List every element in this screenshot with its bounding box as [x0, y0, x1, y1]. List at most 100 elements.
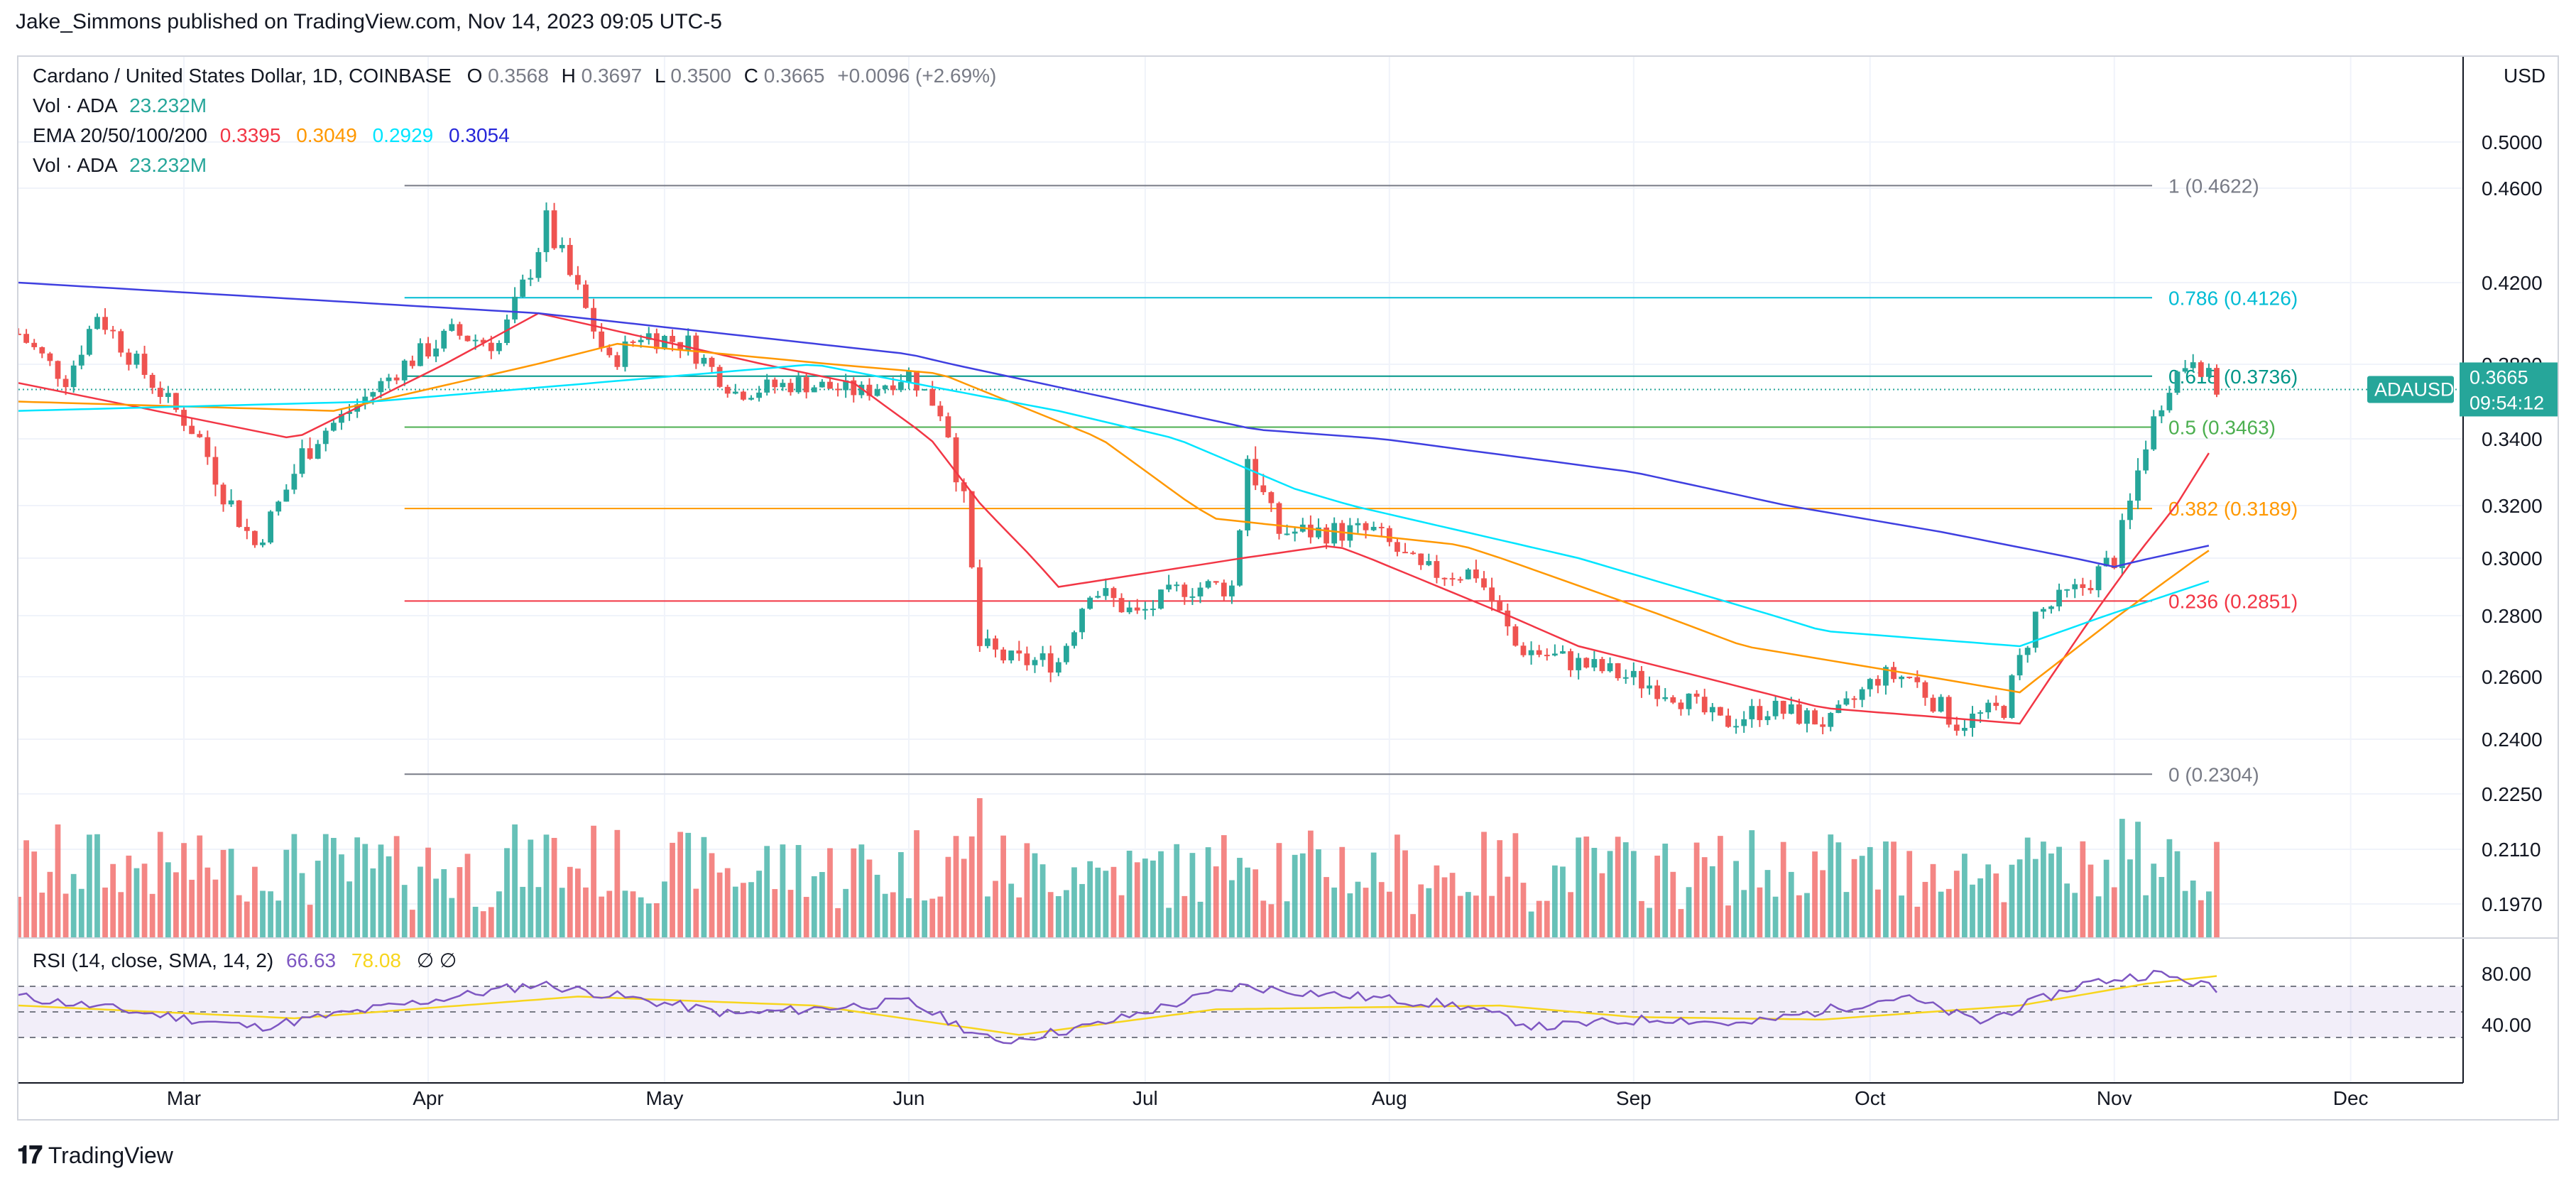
price-chart[interactable]: 1 (0.4622) 0.786 (0.4126) 0.618 (0.3736) 0.…	[18, 57, 2558, 1119]
volume-bar	[283, 849, 290, 937]
candle	[2087, 579, 2094, 594]
candle-body	[197, 434, 203, 437]
candle	[1709, 703, 1715, 721]
time-tick-label: Aug	[1372, 1087, 1407, 1109]
volume-bar	[929, 898, 936, 937]
volume-bar	[662, 881, 667, 937]
symbol-title: Cardano / United States Dollar, 1D, COIN…	[33, 65, 452, 87]
candle	[1812, 708, 1818, 725]
candle-body	[851, 380, 857, 396]
candle-body	[2032, 611, 2039, 648]
volume-bar	[197, 835, 203, 937]
candle	[732, 383, 738, 395]
candle-body	[622, 341, 628, 367]
volume-bar	[1158, 851, 1164, 937]
candle	[1678, 699, 1684, 716]
candle	[1796, 699, 1802, 725]
candle-body	[803, 377, 809, 393]
volume-bar	[228, 849, 234, 937]
candle	[70, 360, 77, 393]
volume-bar	[1867, 846, 1873, 937]
volume-bar	[685, 832, 692, 937]
volume-bar	[1874, 889, 1881, 937]
candle	[2072, 579, 2078, 599]
volume-bar	[1922, 881, 1928, 937]
volume-bar	[630, 891, 636, 937]
candle	[811, 385, 817, 393]
candle	[2016, 648, 2023, 680]
candle	[1410, 550, 1417, 555]
candle	[110, 326, 116, 339]
candle-body	[409, 360, 415, 366]
candle-body	[1560, 651, 1566, 654]
volume-bar	[614, 829, 621, 937]
candle	[2032, 611, 2039, 653]
candle-body	[1331, 523, 1338, 544]
volume-bar	[1008, 883, 1015, 937]
candle-body	[149, 374, 155, 388]
candle	[441, 329, 447, 352]
candle	[535, 247, 542, 282]
candle-body	[709, 357, 715, 367]
candle	[1386, 525, 1392, 547]
candle	[433, 339, 440, 362]
candle-body	[181, 410, 187, 426]
candle-body	[1970, 713, 1975, 729]
volume-bar	[512, 824, 518, 937]
volume-bar	[1402, 850, 1408, 937]
candle	[701, 354, 707, 366]
tradingview-logo[interactable]: 𝟏𝟕 TradingView	[17, 1142, 173, 1170]
candle-body	[1292, 531, 1298, 534]
volume-bar	[787, 890, 794, 937]
volume-bar	[1292, 854, 1298, 937]
candle-body	[1441, 577, 1448, 579]
candle-body	[1993, 702, 1999, 707]
candle	[2056, 583, 2062, 611]
volume-bar	[55, 824, 61, 937]
volume-bar	[1110, 866, 1117, 937]
candle-body	[1591, 659, 1598, 668]
candle-body	[1938, 697, 1944, 712]
volume-bar	[1914, 906, 1921, 937]
candle-body	[330, 423, 337, 431]
candle-body	[1316, 527, 1321, 538]
volume-bar	[1820, 870, 1826, 937]
candle-body	[1576, 658, 1582, 670]
candle	[2064, 589, 2070, 598]
candle-body	[1709, 707, 1715, 713]
candle-body	[1063, 645, 1069, 663]
volume-bar	[772, 889, 778, 937]
volume-bar	[1426, 888, 1432, 937]
candle	[1087, 596, 1093, 610]
candle	[149, 373, 155, 394]
candle-body	[1395, 542, 1400, 552]
candle	[1189, 588, 1196, 605]
candle-body	[1851, 698, 1857, 700]
candle	[1024, 646, 1030, 671]
volume-bar	[1095, 867, 1101, 937]
candle	[2206, 363, 2212, 381]
candle-body	[1355, 523, 1361, 525]
candle	[1016, 641, 1022, 661]
currency-label[interactable]: USD	[2504, 65, 2545, 87]
volume-bar	[1891, 841, 1896, 937]
chart-frame[interactable]: 1 (0.4622) 0.786 (0.4126) 0.618 (0.3736) 0.…	[17, 55, 2559, 1121]
volume-bar	[1607, 851, 1613, 937]
volume-bar	[1260, 900, 1267, 937]
candle-body	[1607, 663, 1613, 672]
volume-bar	[472, 906, 479, 937]
volume-bar	[441, 869, 447, 937]
volume-bar	[882, 893, 888, 937]
volume-bar	[914, 830, 919, 937]
volume-bar	[307, 905, 313, 937]
candle-body	[929, 388, 936, 406]
volume-bar	[339, 854, 344, 937]
candle-body	[535, 252, 542, 278]
fib-label: 0 (0.2304)	[2168, 763, 2259, 785]
candle-body	[953, 437, 959, 483]
price-tick-label: 0.4600	[2482, 178, 2543, 200]
candle-body	[787, 383, 794, 393]
volume-bar	[2214, 841, 2220, 937]
volume-bar	[2127, 859, 2133, 937]
volume-bar	[2151, 863, 2157, 937]
